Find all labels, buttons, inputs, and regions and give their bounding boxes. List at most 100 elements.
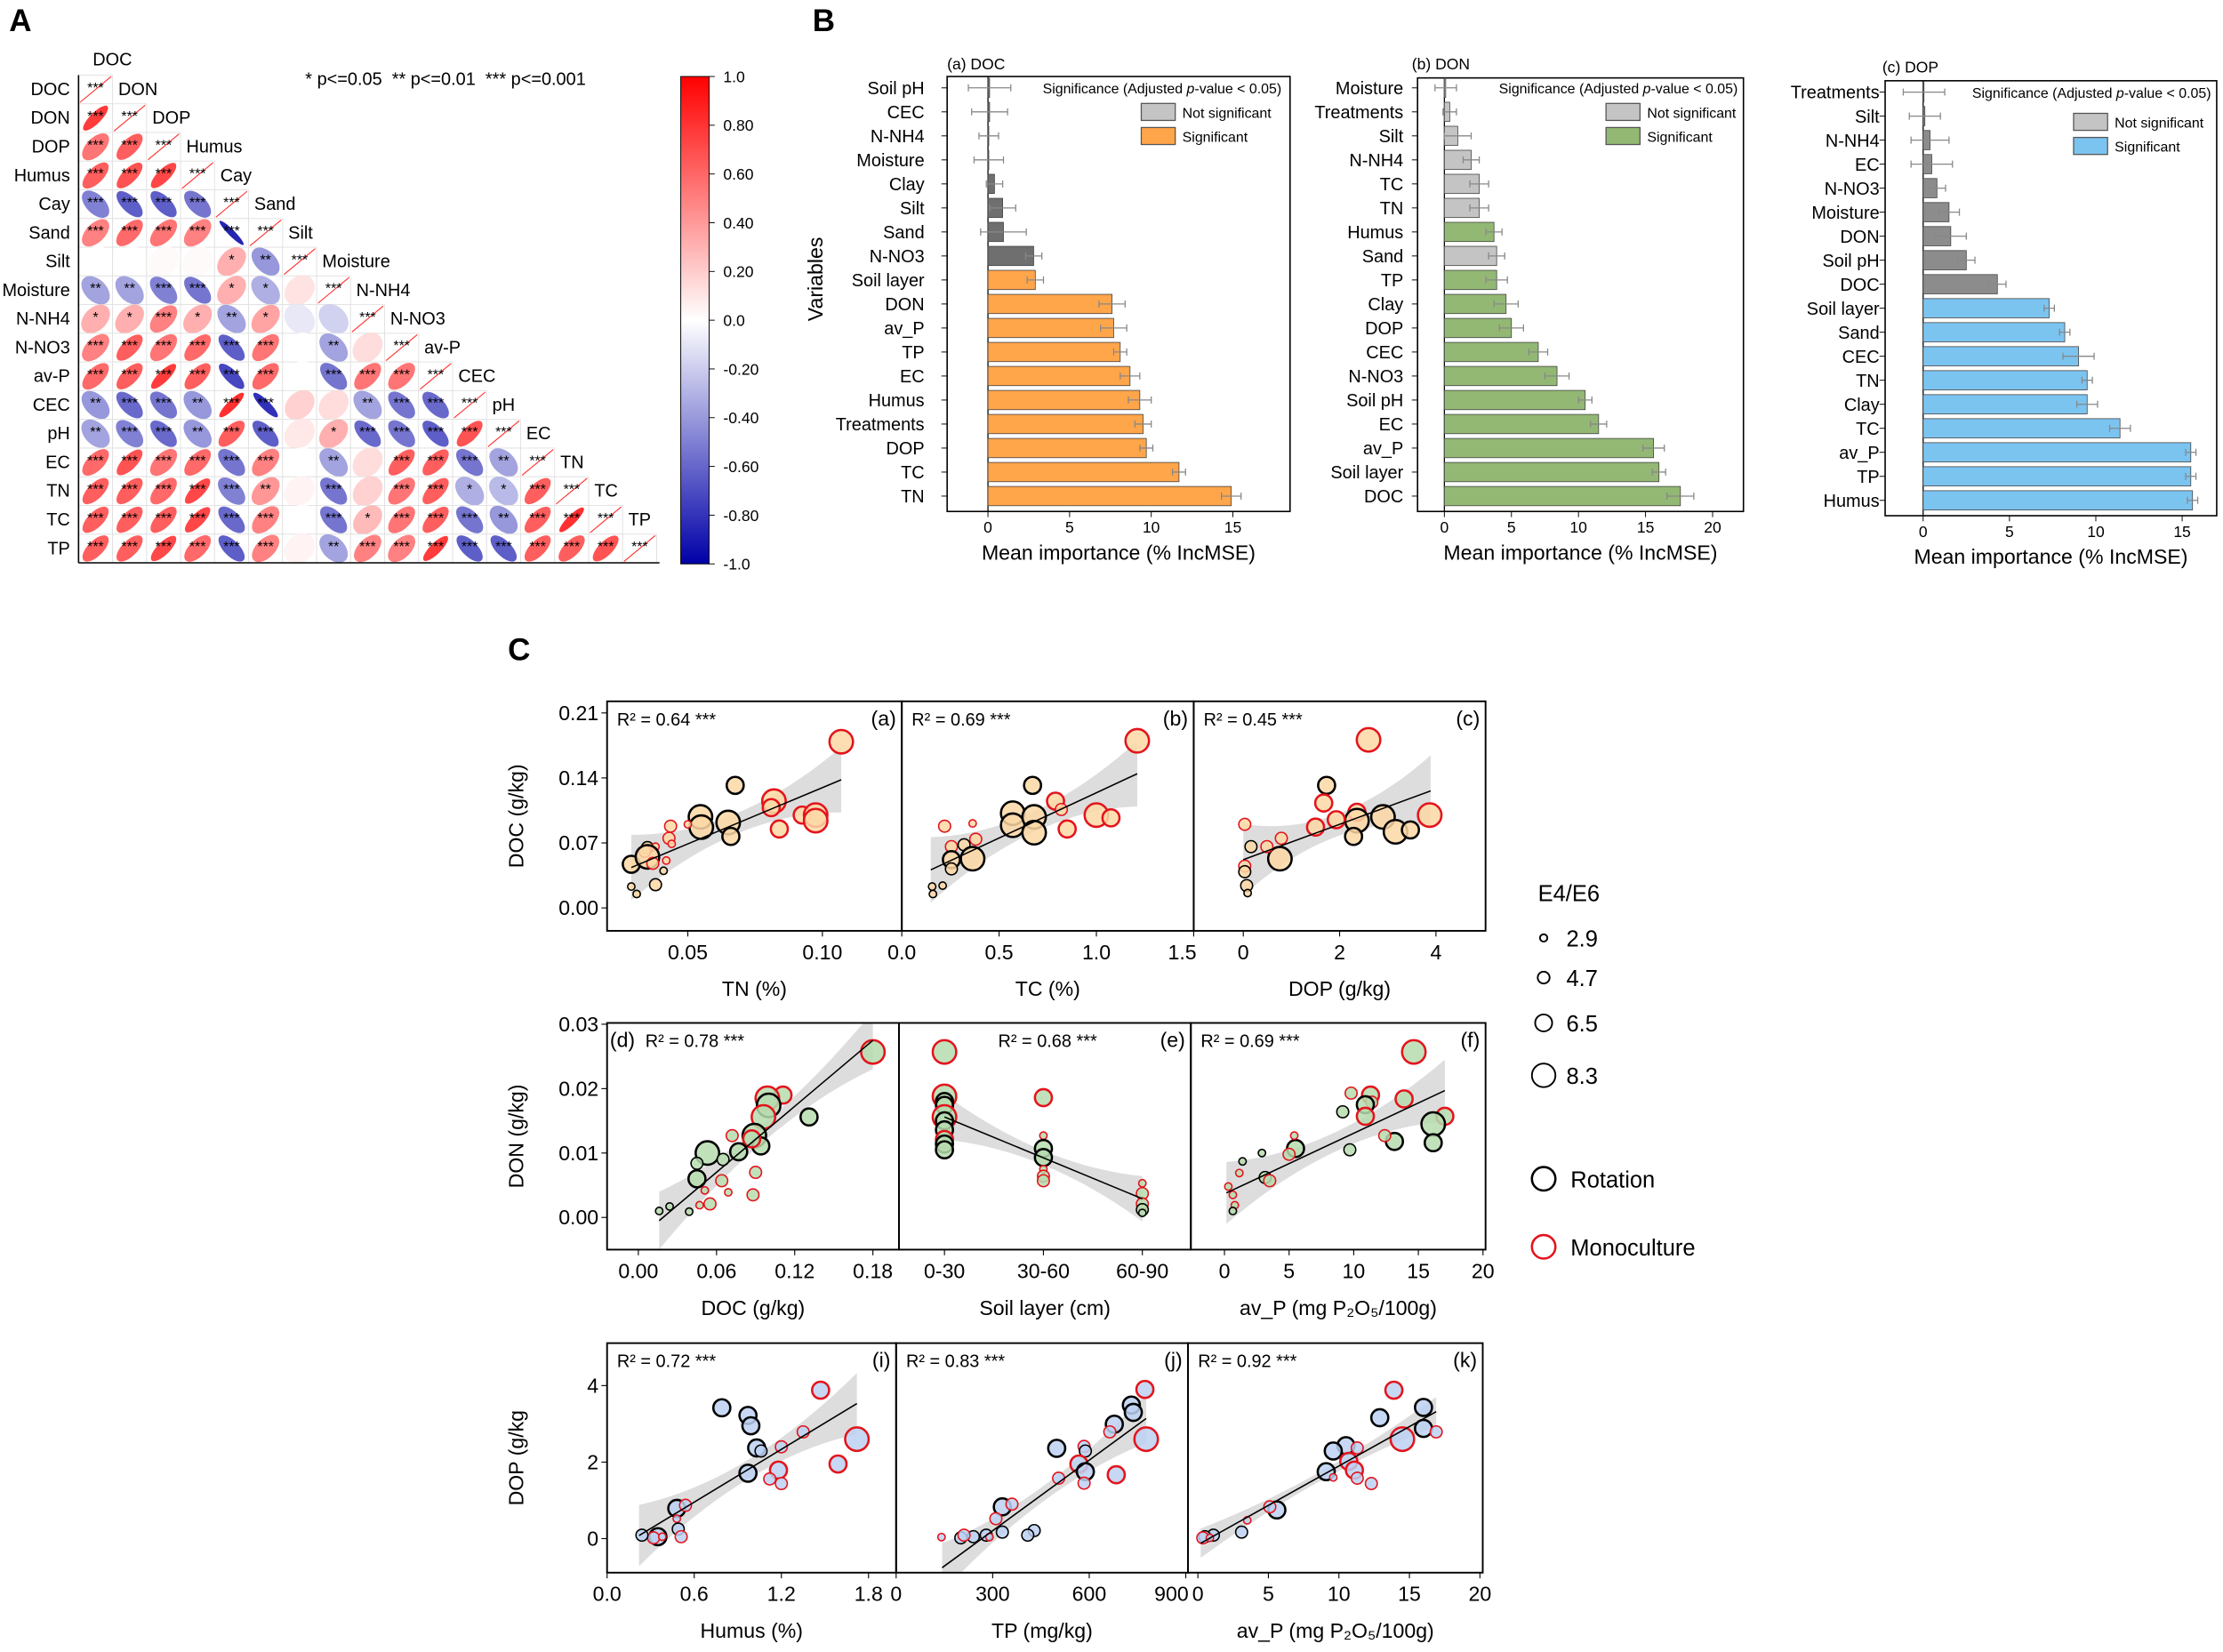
- significance-mark: ***: [121, 425, 138, 440]
- significance-mark: ***: [189, 167, 206, 182]
- row-label: Humus: [14, 166, 70, 186]
- monoculture-legend-circle: [1530, 1233, 1557, 1260]
- plot-area: [635, 1373, 871, 1567]
- error-bar: [1641, 444, 1665, 452]
- row-label: av-P: [34, 367, 70, 387]
- colorbar-tick-label: -0.20: [723, 360, 758, 378]
- regression-line: [630, 779, 842, 869]
- error-bar: [1221, 492, 1242, 500]
- correlation-ellipse: [82, 363, 109, 390]
- error-bar: [1134, 420, 1152, 428]
- point-monoculture: [1377, 1128, 1392, 1143]
- point-monoculture: [774, 1477, 789, 1491]
- importance-bar: [987, 485, 1232, 507]
- significance-mark: ***: [393, 367, 410, 382]
- category-label: DOC: [1364, 487, 1403, 507]
- category-label: N-NH4: [1826, 132, 1880, 151]
- x-tick-label: 30-60: [1017, 1259, 1070, 1282]
- category-label: TN: [1856, 372, 1880, 391]
- importance-bar: [1922, 442, 2192, 462]
- correlation-ellipse: [422, 421, 449, 447]
- correlation-ellipse: [388, 477, 415, 505]
- size-legend-label: 8.3: [1567, 1064, 1598, 1089]
- plot-area: [1238, 726, 1443, 898]
- scatter-panel-i: (i) R² = 0.72 *** 0.0 0.6 1.2 1.8 0 2 4 Humus (%)…: [505, 1342, 897, 1642]
- point-rotation: [1238, 1157, 1248, 1167]
- significance-mark: ***: [529, 483, 546, 498]
- correlation-ellipse: [81, 276, 110, 305]
- x-tick-label: 15: [1398, 1583, 1421, 1606]
- significance-mark: ***: [223, 483, 240, 498]
- category-label: Soil pH: [1822, 252, 1879, 271]
- correlation-ellipse: [150, 364, 177, 389]
- point-rotation: [728, 1142, 749, 1162]
- x-tick-label: 600: [1072, 1583, 1107, 1606]
- importance-bar: [1922, 466, 2192, 486]
- y-tick-label: 4: [587, 1374, 598, 1397]
- significance-mark: **: [260, 483, 270, 498]
- x-tick-label: 10: [2087, 523, 2105, 541]
- correlation-ellipse: [116, 219, 143, 246]
- category-label: N-NH4: [1349, 151, 1403, 171]
- point-rotation: [754, 1444, 768, 1458]
- correlation-ellipse: [319, 333, 349, 362]
- significance-mark: ***: [529, 453, 546, 469]
- x-tick-label: 20: [1472, 1259, 1495, 1282]
- row-label: DOP: [32, 137, 70, 156]
- error-bar: [2058, 328, 2071, 336]
- correlation-ellipse: [184, 334, 212, 361]
- significance-mark: ***: [189, 367, 206, 382]
- point-monoculture: [683, 820, 693, 830]
- point-rotation: [1317, 775, 1336, 796]
- category-label: Moisture: [1336, 79, 1403, 99]
- plot-frame: [946, 76, 1291, 513]
- significance-mark: ***: [359, 310, 376, 325]
- x-tick-label: 10: [1328, 1583, 1351, 1606]
- significance-mark: ***: [189, 540, 206, 555]
- point-monoculture: [1224, 1182, 1233, 1191]
- plot-area: [622, 728, 855, 901]
- y-tick-label: 0.07: [558, 831, 598, 854]
- correlation-ellipse: [181, 245, 213, 277]
- panel-tag: (b): [1163, 707, 1188, 730]
- column-label: DOP: [152, 108, 190, 128]
- significance-mark: ***: [87, 339, 104, 354]
- significance-mark: ***: [189, 483, 206, 498]
- point-monoculture: [746, 1188, 760, 1202]
- point-monoculture: [1355, 726, 1382, 753]
- correlation-ellipse: [455, 506, 484, 533]
- panel-tag: (d): [610, 1029, 635, 1052]
- plot-area: [936, 1379, 1160, 1573]
- point-rotation: [741, 1415, 761, 1436]
- error-bar: [1100, 324, 1128, 332]
- point-rotation: [659, 866, 669, 876]
- point-monoculture: [1429, 1424, 1443, 1439]
- correlation-ellipse: [81, 390, 110, 420]
- correlation-ellipse: [150, 420, 177, 447]
- point-monoculture: [1005, 1497, 1019, 1512]
- correlation-ellipse: [183, 219, 212, 247]
- point-monoculture: [742, 1129, 762, 1149]
- point-monoculture: [936, 1532, 946, 1542]
- correlation-ellipse: [116, 391, 143, 419]
- point-monoculture: [761, 798, 782, 818]
- category-label: N-NO3: [1348, 367, 1403, 387]
- point-monoculture: [663, 819, 678, 833]
- column-label: TP: [629, 510, 651, 530]
- point-monoculture: [1344, 1086, 1358, 1100]
- category-label: TN: [1380, 199, 1404, 219]
- significance-mark: *: [365, 511, 370, 526]
- correlation-ellipse: [149, 305, 178, 333]
- correlation-ellipse: [183, 390, 212, 420]
- correlation-ellipse: [219, 392, 245, 418]
- error-bar: [1498, 324, 1524, 332]
- legend-title-text: Significance (Adjusted: [1043, 82, 1187, 97]
- x-tick-label: 20: [1704, 518, 1721, 536]
- category-label: av_P: [1839, 444, 1879, 463]
- regression-line: [1225, 1089, 1446, 1194]
- error-bar: [1577, 396, 1593, 404]
- error-bar: [1902, 88, 1946, 96]
- panel-label-c: C: [508, 633, 530, 668]
- correlation-ellipse: [252, 506, 280, 533]
- x-tick-label: 5: [1507, 518, 1516, 536]
